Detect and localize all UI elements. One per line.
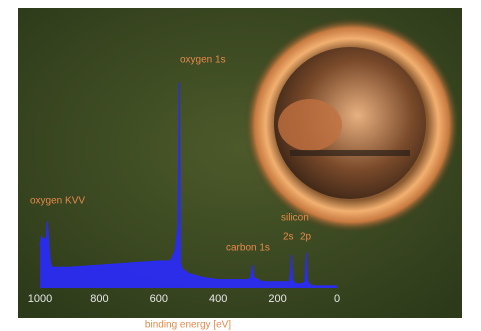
peak-annotation: oxygen 1s: [180, 55, 226, 66]
x-tick-label: 1000: [28, 293, 52, 305]
chart: binding energy [eV] 1000 800 600 400 200 0 oxy…: [0, 0, 481, 331]
peak-annotation: silicon: [281, 213, 309, 224]
x-tick-label: 200: [268, 293, 286, 305]
peak-annotation: 2s: [283, 232, 294, 243]
x-tick-label: 800: [90, 293, 108, 305]
x-tick-label: 600: [150, 293, 168, 305]
x-tick-label: 0: [334, 293, 340, 305]
x-tick-label: 400: [209, 293, 227, 305]
peak-annotation: oxygen KVV: [30, 196, 85, 207]
x-axis-label: binding energy [eV]: [145, 320, 231, 331]
sample-holder: [278, 99, 342, 151]
peak-annotation: carbon 1s: [226, 243, 270, 254]
rail: [290, 150, 410, 156]
peak-annotation: 2p: [300, 232, 312, 243]
